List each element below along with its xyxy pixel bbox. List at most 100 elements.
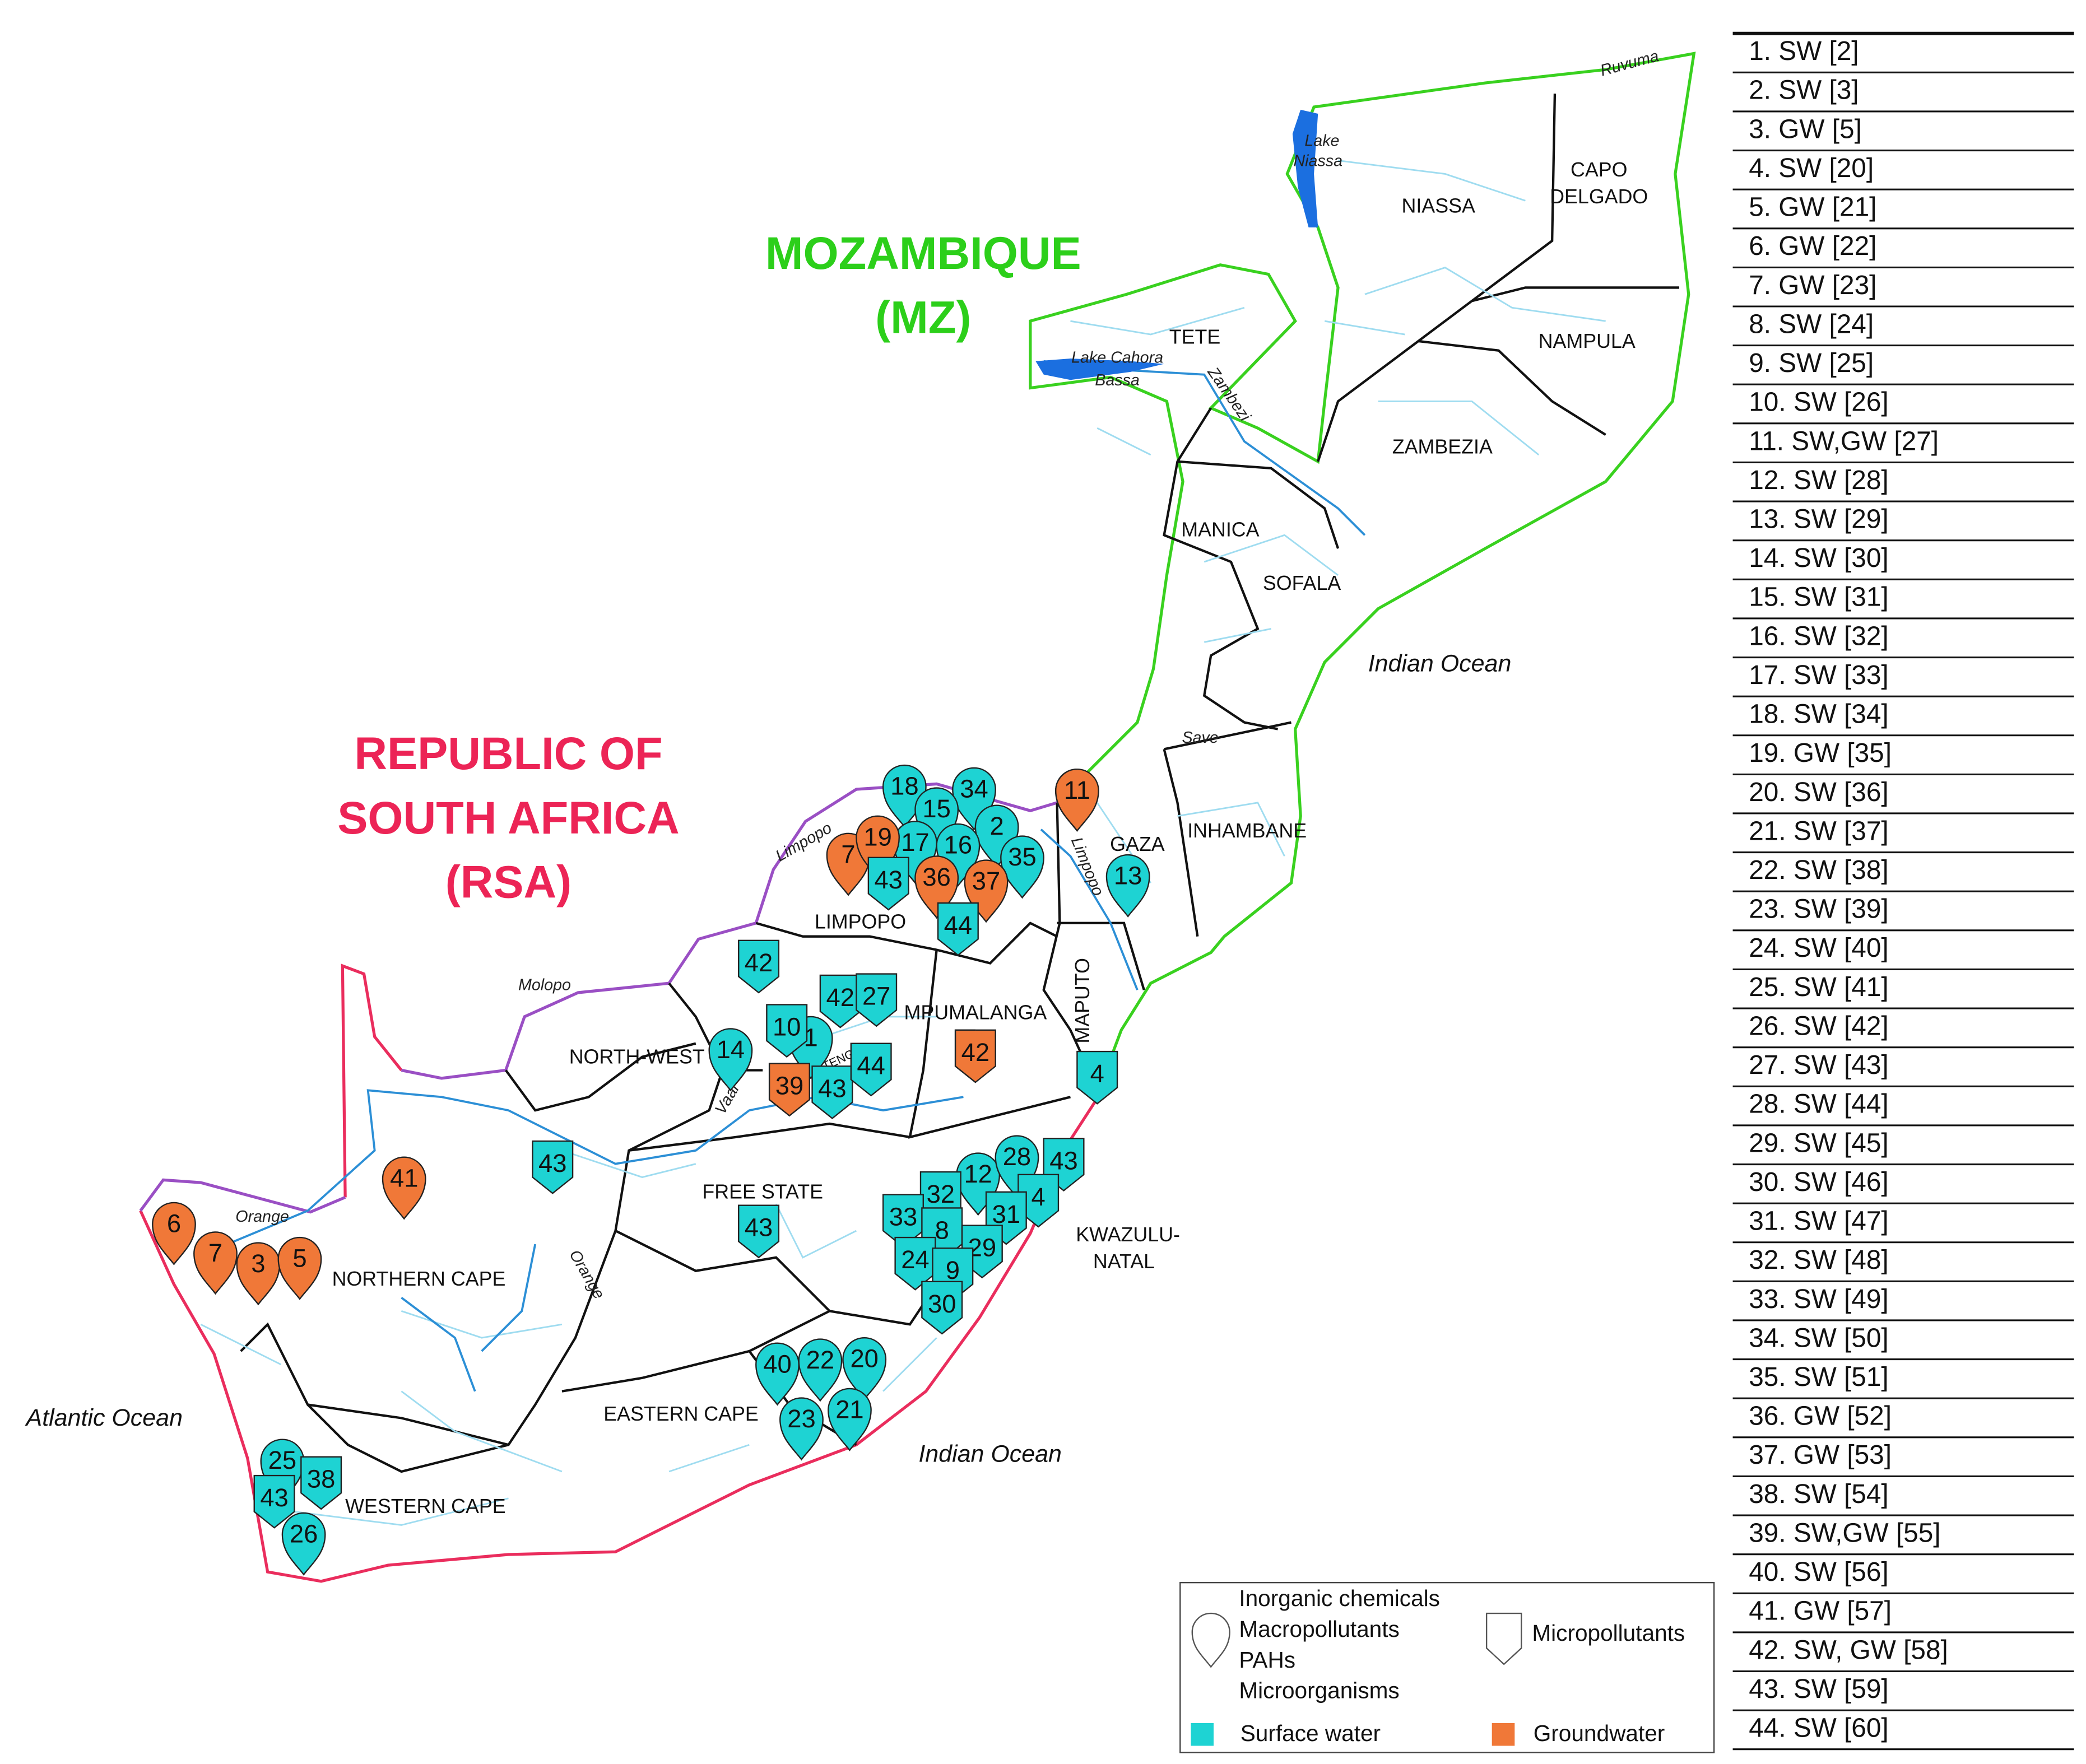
sampling-marker: 43 <box>532 1140 574 1194</box>
marker-shape <box>856 973 898 1027</box>
province-label: NORTH-WEST <box>569 1045 705 1068</box>
ocean-label: Atlantic Ocean <box>25 1404 183 1431</box>
marker-label: 26 <box>290 1520 318 1548</box>
table-row-text: 42. SW, GW [58] <box>1749 1635 1948 1665</box>
province-label: KWAZULU- <box>1076 1223 1180 1246</box>
marker-label: 43 <box>538 1149 566 1177</box>
marker-label: 43 <box>818 1074 846 1102</box>
marker-shape <box>819 974 861 1028</box>
table-row-text: 44. SW [60] <box>1749 1714 1888 1743</box>
marker-label: 40 <box>763 1349 791 1378</box>
table-row-text: 22. SW [38] <box>1749 855 1888 885</box>
table-row-text: 3. GW [5] <box>1749 114 1862 144</box>
rivers <box>227 360 1366 1392</box>
marker-shape <box>779 1397 824 1461</box>
marker-label: 15 <box>922 794 950 823</box>
sampling-marker: 30 <box>921 1281 963 1335</box>
table-row-text: 29. SW [45] <box>1749 1128 1888 1158</box>
marker-label: 16 <box>944 831 972 859</box>
table-row-text: 24. SW [40] <box>1749 933 1888 963</box>
table-row-text: 2. SW [3] <box>1749 76 1859 105</box>
sampling-marker: 44 <box>937 902 979 956</box>
ocean-label: Indian Ocean <box>918 1441 1062 1468</box>
marker-shape <box>281 1512 326 1576</box>
province-label: GAZA <box>1110 833 1165 855</box>
legend-text: PAHs <box>1239 1647 1295 1673</box>
marker-shape <box>253 1474 295 1529</box>
legend-shield <box>1485 1612 1522 1665</box>
marker-label: 34 <box>960 774 988 803</box>
marker-shape <box>798 1338 843 1402</box>
sampling-marker: 11 <box>1054 768 1099 832</box>
province-label: ZAMBEZIA <box>1392 435 1493 458</box>
table-row-text: 35. SW [51] <box>1749 1362 1888 1392</box>
table-row-text: 43. SW [59] <box>1749 1674 1888 1704</box>
marker-shape <box>766 1004 808 1058</box>
marker-label: 20 <box>850 1344 878 1373</box>
marker-label: 37 <box>972 867 1000 895</box>
table-row-text: 8. SW [24] <box>1749 309 1874 339</box>
water-label: Molopo <box>518 976 571 994</box>
marker-shape <box>236 1242 281 1306</box>
sampling-marker: 43 <box>867 857 909 911</box>
table-row-text: 9. SW [25] <box>1749 348 1874 378</box>
table-row-text: 7. GW [23] <box>1749 271 1876 300</box>
water-label: Orange <box>235 1208 289 1226</box>
marker-shape <box>277 1236 322 1300</box>
marker-shape <box>193 1231 238 1295</box>
marker-shape <box>828 1388 872 1451</box>
province-label: NAMPULA <box>1539 330 1636 352</box>
marker-label: 42 <box>745 948 773 977</box>
marker-label: 7 <box>208 1239 222 1267</box>
table-row-text: 23. SW [39] <box>1749 895 1888 924</box>
rsa-west-border <box>341 964 403 1198</box>
sampling-marker: 42 <box>954 1029 996 1083</box>
water-label: Save <box>1182 729 1218 747</box>
marker-shape <box>382 1156 426 1220</box>
sampling-marker: 43 <box>1043 1138 1085 1191</box>
marker-label: 17 <box>901 828 929 857</box>
country-name: MOZAMBIQUE <box>765 229 1081 279</box>
province-label: SOFALA <box>1263 572 1341 594</box>
legend-box <box>1179 1581 1715 1753</box>
table-row-text: 12. SW [28] <box>1749 466 1888 495</box>
marker-label: 7 <box>841 840 855 868</box>
province-label: LIMPOPO <box>815 910 906 933</box>
table-row-text: 32. SW [48] <box>1749 1245 1888 1275</box>
sampling-marker: 26 <box>281 1512 326 1576</box>
sampling-marker: 39 <box>768 1063 810 1117</box>
marker-label: 2 <box>989 812 1003 840</box>
marker-label: 19 <box>863 822 891 851</box>
legend-text: Groundwater <box>1534 1720 1665 1746</box>
marker-shape <box>708 1028 753 1092</box>
sampling-marker: 42 <box>738 939 780 994</box>
province-label: EASTERN CAPE <box>603 1403 759 1425</box>
table-row-text: 1. SW [2] <box>1749 36 1859 66</box>
legend-text: Surface water <box>1241 1720 1381 1746</box>
sampling-marker: 4 <box>1018 1174 1060 1228</box>
marker-label: 42 <box>826 983 854 1012</box>
marker-label: 38 <box>307 1465 335 1493</box>
sampling-marker: 14 <box>708 1028 753 1092</box>
marker-label: 35 <box>1008 843 1036 871</box>
sampling-marker: 6 <box>152 1202 196 1265</box>
marker-label: 39 <box>775 1072 803 1100</box>
sampling-marker: 41 <box>382 1156 426 1220</box>
sampling-marker: 43 <box>738 1204 780 1259</box>
province-label: TETE <box>1169 326 1221 348</box>
marker-shape <box>532 1140 574 1194</box>
table-row-text: 5. GW [21] <box>1749 193 1876 222</box>
water-label: Lake Cahora <box>1071 349 1163 367</box>
marker-label: 44 <box>944 911 972 939</box>
table-row-text: 25. SW [41] <box>1749 972 1888 1002</box>
marker-shape <box>867 857 909 911</box>
province-label: FREE STATE <box>702 1181 823 1203</box>
table-row-text: 13. SW [29] <box>1749 504 1888 534</box>
sampling-marker: 21 <box>828 1388 872 1451</box>
country-name: SOUTH AFRICA <box>337 793 679 844</box>
marker-label: 27 <box>862 982 890 1011</box>
marker-shape <box>850 1042 892 1097</box>
province-label: MPUMALANGA <box>904 1002 1047 1024</box>
marker-label: 24 <box>901 1245 929 1274</box>
